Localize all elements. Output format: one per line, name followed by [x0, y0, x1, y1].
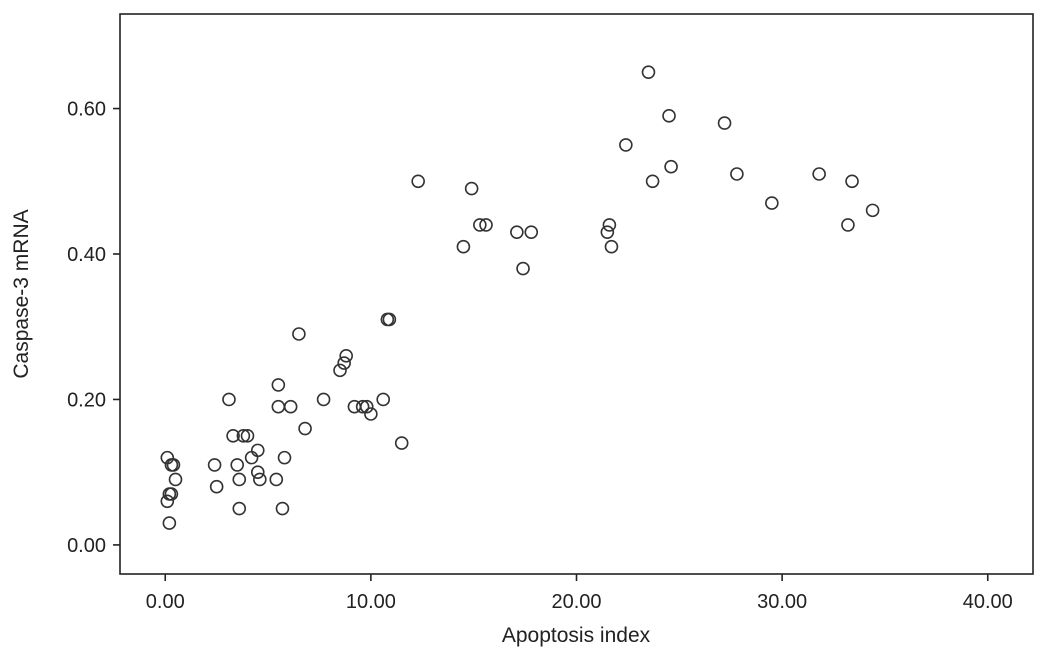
scatter-point — [244, 450, 259, 465]
x-tick-label: 0.00 — [146, 591, 185, 613]
y-axis-title: Caspase-3 mRNA — [10, 209, 33, 378]
scatter-point — [160, 450, 175, 465]
scatter-point — [645, 174, 660, 189]
scatter-point — [253, 472, 267, 487]
scatter-point — [283, 399, 298, 414]
scatter-point — [271, 399, 286, 414]
scatter-point — [524, 225, 539, 239]
scatter-point — [298, 421, 312, 436]
scatter-point — [376, 392, 391, 407]
data-points — [160, 65, 880, 530]
scatter-point — [865, 203, 880, 218]
scatter-point — [812, 167, 826, 181]
x-tick-label: 40.00 — [963, 591, 1013, 613]
scatter-point — [619, 138, 633, 152]
scatter-point — [250, 465, 265, 479]
scatter-point — [394, 436, 409, 450]
scatter-point — [292, 327, 306, 341]
scatter-point — [464, 181, 479, 196]
scatter-point — [207, 458, 222, 472]
scatter-point — [473, 218, 487, 232]
scatter-point — [250, 443, 265, 458]
scatter-point — [456, 239, 471, 254]
x-tick-label: 20.00 — [551, 591, 601, 613]
y-tick-label: 0.20 — [67, 389, 106, 411]
scatter-point — [337, 356, 351, 370]
scatter-point — [333, 363, 347, 378]
scatter-point — [841, 218, 855, 232]
scatter-point — [162, 516, 177, 530]
scatter-point — [236, 429, 251, 443]
scatter-point — [339, 349, 353, 363]
scatter-point — [226, 429, 240, 443]
scatter-point — [845, 174, 859, 189]
scatter-point — [277, 450, 292, 465]
scatter-point — [411, 174, 425, 189]
y-tick-label: 0.40 — [67, 244, 106, 266]
scatter-point — [600, 225, 615, 239]
scatter-point — [269, 472, 284, 487]
scatter-point — [164, 487, 179, 501]
scatter-point — [765, 196, 779, 210]
scatter-point — [602, 218, 617, 232]
scatter-point — [664, 159, 678, 174]
scatter-point — [232, 472, 247, 487]
scatter-point — [166, 458, 181, 472]
scatter-point — [230, 458, 245, 472]
scatter-point — [240, 429, 255, 443]
scatter-point — [160, 494, 175, 509]
x-axis-title: Apoptosis index — [502, 624, 651, 647]
y-tick-label: 0.00 — [67, 535, 106, 557]
scatter-point — [209, 479, 224, 494]
scatter-point — [232, 501, 247, 516]
scatter-point — [516, 261, 530, 276]
scatter-point — [364, 407, 378, 421]
scatter-point — [275, 501, 290, 516]
scatter-point — [168, 472, 183, 487]
scatter-point — [382, 312, 397, 327]
scatter-point — [222, 392, 236, 407]
x-tick-label: 10.00 — [346, 591, 396, 613]
axis-ticks: 0.00 10.00 20.00 30.00 40.00 0.00 0.20 0.40 0.60 — [67, 99, 1013, 613]
scatter-point — [355, 399, 370, 414]
scatter-point — [271, 378, 286, 392]
scatter-point — [641, 65, 656, 79]
scatter-point — [479, 218, 493, 232]
plot-area-frame — [119, 13, 1034, 575]
scatter-point — [717, 116, 732, 130]
x-tick-label: 30.00 — [757, 591, 807, 613]
scatter-point — [359, 399, 374, 414]
scatter-point — [730, 167, 744, 181]
y-tick-label: 0.60 — [67, 99, 106, 121]
scatter-point — [316, 392, 331, 407]
scatter-point — [604, 239, 619, 254]
scatter-point — [662, 109, 676, 123]
scatter-point — [510, 225, 524, 239]
